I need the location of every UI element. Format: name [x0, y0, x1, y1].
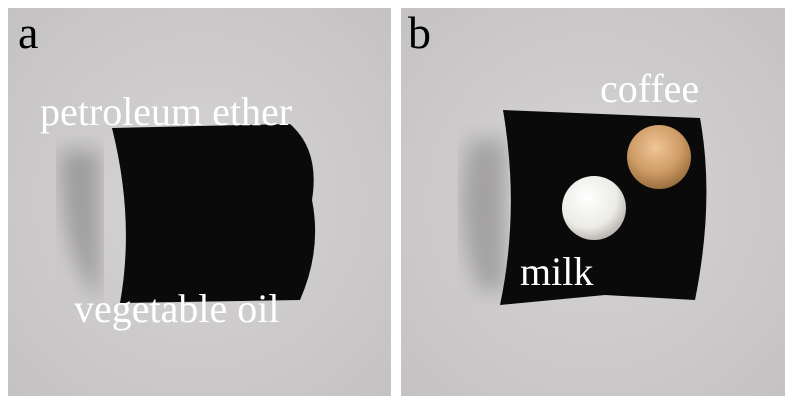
panel-label: a	[18, 7, 38, 58]
caption: petroleum ether	[40, 89, 292, 134]
caption: milk	[520, 249, 593, 294]
panel-b: b coffee milk	[401, 7, 785, 396]
coffee-droplet	[627, 125, 691, 189]
caption: coffee	[600, 66, 699, 111]
panel-label: b	[408, 7, 431, 58]
fabric	[112, 124, 315, 303]
caption: vegetable oil	[74, 286, 279, 331]
milk-droplet	[562, 176, 626, 240]
panel-a: a petroleum ether vegetable oil	[8, 7, 391, 396]
figure: a petroleum ether vegetable oil b coffee…	[0, 0, 785, 397]
page: a petroleum ether vegetable oil b coffee…	[0, 0, 785, 397]
